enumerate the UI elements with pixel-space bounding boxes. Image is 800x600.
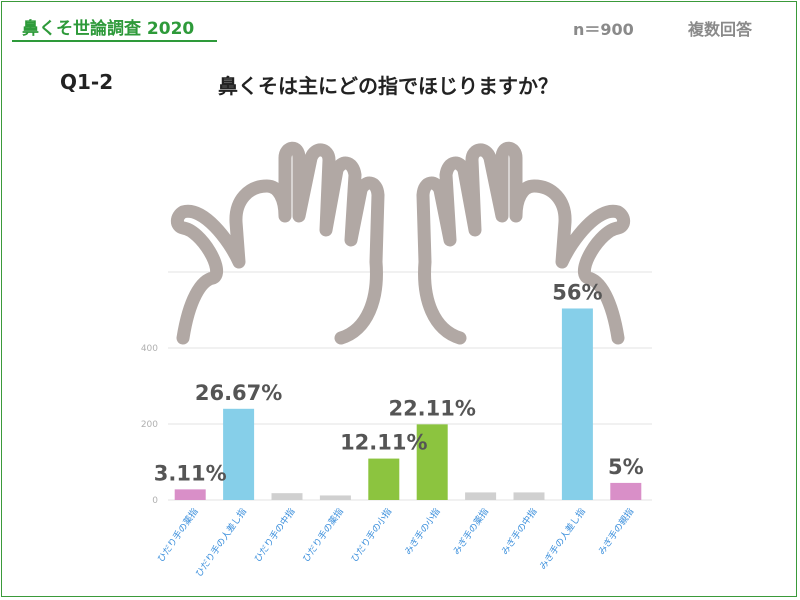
y-tick-label-0: 0 bbox=[152, 496, 158, 506]
category-label-9: みぎ手の親指 bbox=[595, 506, 636, 557]
bar-0 bbox=[174, 489, 206, 500]
data-label-8: 56% bbox=[552, 280, 602, 304]
question-number: Q1-2 bbox=[60, 70, 114, 94]
category-label-6: みぎ手の薬指 bbox=[450, 506, 491, 557]
bar-9 bbox=[610, 482, 642, 500]
category-label-2: ひだり手の中指 bbox=[251, 506, 297, 565]
bar-4 bbox=[368, 458, 400, 500]
bar-1 bbox=[223, 408, 255, 500]
bar-2 bbox=[271, 493, 303, 500]
data-label-1: 26.67% bbox=[195, 381, 282, 405]
bar-5 bbox=[416, 424, 448, 500]
data-labels: 3.11% 26.67% 12.11% 22.11% 56% 5% bbox=[154, 280, 644, 485]
data-label-9: 5% bbox=[608, 455, 644, 479]
category-label-8: みぎ手の人差し指 bbox=[537, 506, 588, 572]
bars bbox=[174, 308, 642, 500]
data-label-0: 3.11% bbox=[154, 461, 227, 485]
y-axis-ticks: 0 200 400 bbox=[141, 344, 158, 506]
bar-8 bbox=[561, 308, 593, 500]
category-label-4: ひだり手の小指 bbox=[348, 506, 394, 565]
bar-6 bbox=[465, 492, 497, 500]
right-hand-outline-icon bbox=[416, 141, 631, 345]
category-label-1: ひだり手の人差し指 bbox=[193, 506, 249, 579]
survey-series-title: 鼻くそ世論調査 2020 bbox=[22, 19, 195, 39]
data-label-5: 22.11% bbox=[388, 396, 475, 420]
y-tick-label-1: 200 bbox=[141, 420, 158, 430]
bar-7 bbox=[513, 492, 545, 500]
y-tick-label-2: 400 bbox=[141, 344, 158, 354]
sample-size-label: n＝900 bbox=[573, 20, 634, 39]
question-text: 鼻くそは主にどの指でほじりますか？ bbox=[218, 74, 558, 98]
data-label-4: 12.11% bbox=[340, 431, 427, 455]
title-underline bbox=[12, 40, 217, 42]
category-label-0: ひだり手の薬指 bbox=[155, 506, 201, 565]
bar-3 bbox=[319, 495, 351, 500]
category-label-7: みぎ手の中指 bbox=[499, 506, 540, 557]
hands-illustration bbox=[170, 141, 631, 345]
left-hand-outline-icon bbox=[170, 141, 385, 345]
category-label-5: みぎ手の小指 bbox=[402, 506, 443, 557]
answer-type-label: 複数回答 bbox=[688, 20, 753, 39]
category-label-3: ひだり手の薬指 bbox=[300, 506, 346, 565]
